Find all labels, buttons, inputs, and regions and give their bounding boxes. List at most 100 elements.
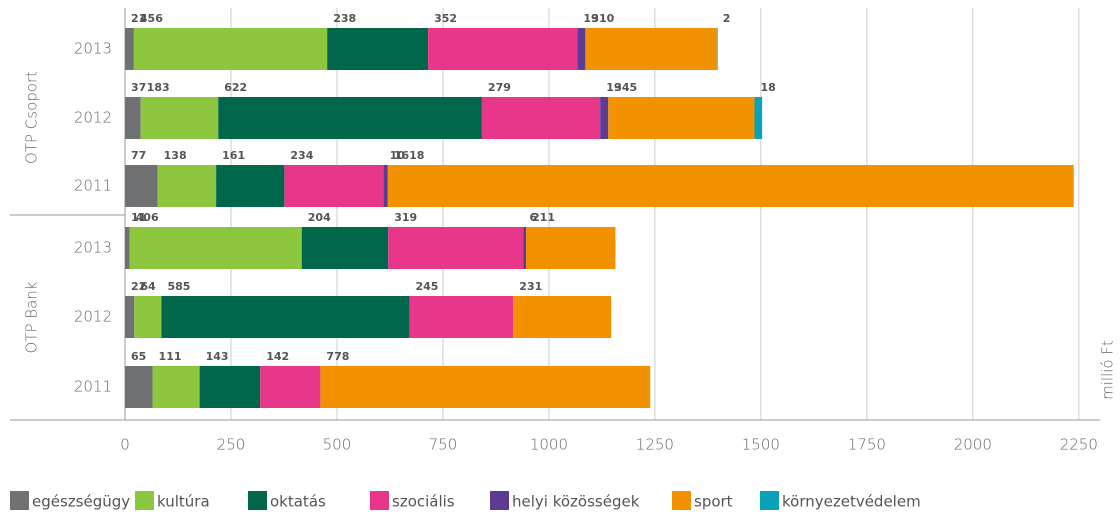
legend-label: környezetvédelem [782,493,921,511]
legend-swatch [135,491,154,510]
data-label: 142 [266,350,289,363]
legend-swatch [10,491,29,510]
bar-segment [409,296,514,338]
legend-swatch [370,491,389,510]
legend-label: szociális [392,493,455,511]
data-label: 234 [290,149,313,162]
legend-label: sport [694,493,733,511]
data-label: 585 [167,280,190,293]
data-label: 319 [394,211,417,224]
bar-segment [523,227,527,269]
y-tick-label: 2011 [74,177,112,195]
x-tick-label: 500 [323,436,352,454]
data-label: 21 [131,12,146,25]
data-label: 183 [147,81,170,94]
data-label: 11 [131,211,146,224]
x-tick-label: 2000 [954,436,992,454]
bar-segment [260,366,321,408]
bar-segment [608,97,755,139]
bar-segment [513,296,612,338]
data-label: 65 [131,350,146,363]
data-label: 18 [761,81,776,94]
data-label: 1618 [394,149,425,162]
legend-label: kultúra [157,493,210,511]
bar-segment [125,97,141,139]
data-label: 345 [614,81,637,94]
data-label: 19 [606,81,621,94]
legend-label: egészségügy [32,493,130,511]
data-label: 22 [131,280,146,293]
x-axis-label: millió Ft [1099,340,1117,400]
bar-segment [327,28,429,70]
y-tick-label: 2012 [74,308,112,326]
bar-segment [301,227,389,269]
y-tick-label: 2013 [74,40,112,58]
data-label: 231 [519,280,542,293]
data-label: 37 [131,81,146,94]
bar-segment [383,165,388,207]
bar-segment [387,165,1074,207]
bar-segment [600,97,609,139]
legend-swatch [490,491,509,510]
y-tick-label: 2012 [74,109,112,127]
bar-segment [129,227,302,269]
data-label: 138 [164,149,187,162]
legend-label: helyi közösségek [512,493,640,511]
bar-segment [320,366,651,408]
bar-segment [216,165,285,207]
bar-segment [161,296,410,338]
data-label: 279 [488,81,511,94]
group-label: OTP Csoport [23,71,41,164]
bar-segment [218,97,482,139]
bar-segment [716,28,718,70]
bar-segment [284,165,384,207]
legend-swatch [248,491,267,510]
bar-segment [125,366,153,408]
bar-segment [199,366,261,408]
data-label: 456 [140,12,163,25]
y-tick-label: 2013 [74,239,112,257]
x-tick-label: 1500 [742,436,780,454]
x-tick-label: 2250 [1060,436,1098,454]
legend-label: oktatás [270,493,326,511]
data-label: 111 [159,350,182,363]
bar-segment [134,296,162,338]
data-label: 19 [583,12,598,25]
bar-segment [585,28,717,70]
bar-segment [133,28,328,70]
bar-segment [125,165,158,207]
data-label: 10 [390,149,406,162]
x-tick-label: 750 [429,436,458,454]
data-label: 2 [723,12,731,25]
data-label: 211 [532,211,555,224]
data-label: 622 [224,81,247,94]
bar-segment [125,28,134,70]
bar-segment [125,227,130,269]
x-tick-label: 1000 [530,436,568,454]
bar-segment [157,165,217,207]
data-label: 406 [136,211,159,224]
bar-segment [388,227,524,269]
x-tick-label: 1750 [848,436,886,454]
data-label: 352 [434,12,457,25]
data-label: 310 [591,12,614,25]
bar-segment [140,97,219,139]
data-label: 245 [415,280,438,293]
data-label: 204 [308,211,331,224]
bar-segment [754,97,763,139]
bar-segment [152,366,200,408]
x-tick-label: 1250 [636,436,674,454]
data-label: 6 [529,211,537,224]
bar-segment [428,28,578,70]
bar-segment [577,28,586,70]
x-tick-label: 0 [120,436,130,454]
legend-swatch [672,491,691,510]
data-label: 778 [326,350,349,363]
bar-segment [481,97,601,139]
data-label: 238 [333,12,356,25]
y-tick-label: 2011 [74,378,112,396]
data-label: 143 [206,350,229,363]
bar-segment [125,296,135,338]
